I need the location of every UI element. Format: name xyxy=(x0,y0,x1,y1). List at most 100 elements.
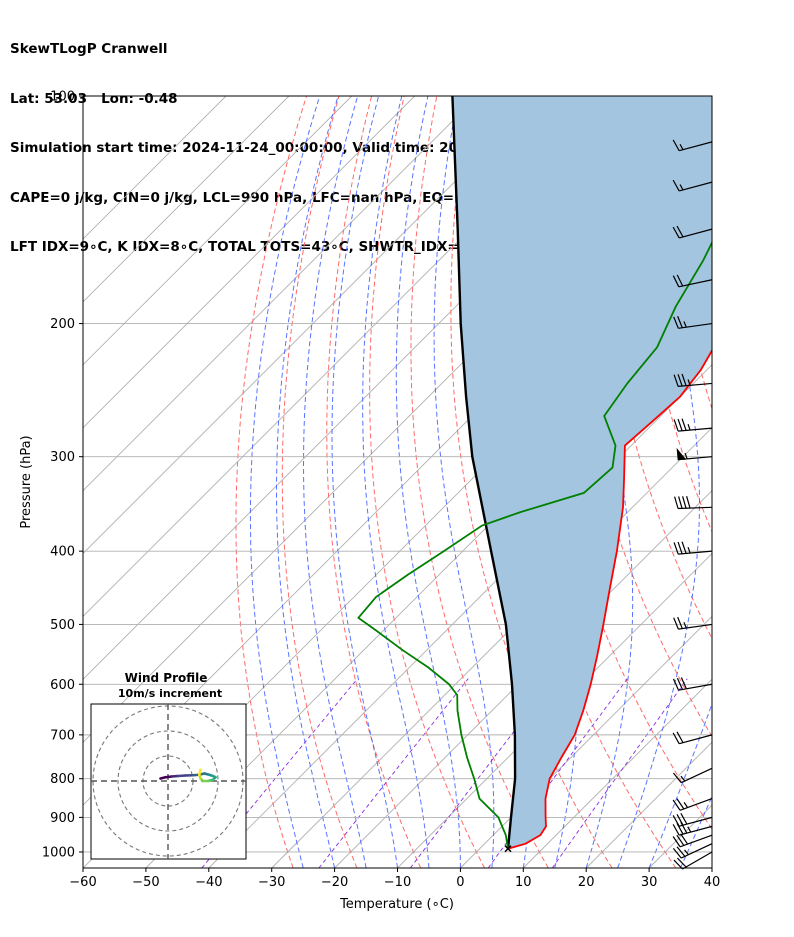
wind-barb xyxy=(672,833,713,848)
x-tick-label: −10 xyxy=(384,875,411,890)
mixing-ratio-line xyxy=(410,678,555,868)
barb-half-flag xyxy=(687,379,691,386)
isotherm xyxy=(460,615,712,868)
barb-flag xyxy=(673,374,679,387)
y-tick-label: 400 xyxy=(50,545,75,560)
barb-flag xyxy=(681,373,687,386)
barb-flag xyxy=(680,833,689,845)
barb-flag xyxy=(673,542,679,555)
barb-half-flag xyxy=(687,424,691,431)
isotherm xyxy=(83,96,478,492)
barb-flag xyxy=(681,418,687,431)
x-tick-label: −50 xyxy=(132,875,159,890)
barb-half-flag xyxy=(683,321,687,328)
hodograph-plot xyxy=(91,704,246,859)
barb-staff xyxy=(679,181,713,192)
barb-flag xyxy=(674,496,679,509)
moist-adiabat xyxy=(433,96,495,868)
barb-flag xyxy=(673,617,679,630)
wind-barb xyxy=(672,225,713,239)
wind-barb xyxy=(673,316,713,329)
barb-staff xyxy=(678,427,713,432)
barb-staff xyxy=(678,322,713,329)
barb-flag xyxy=(676,814,684,826)
isotherm xyxy=(522,678,712,868)
wind-barb xyxy=(673,616,713,630)
barb-flag xyxy=(676,846,686,857)
wind-barb xyxy=(672,179,713,192)
barb-flag xyxy=(672,815,680,827)
barb-flag xyxy=(672,179,680,192)
barb-staff xyxy=(679,798,713,811)
barb-staff xyxy=(679,816,713,827)
wind-barb xyxy=(674,496,713,510)
moist-adiabat xyxy=(249,96,321,868)
hodograph-inset: Wind Profile 10m/s increment xyxy=(90,671,247,860)
x-tick-label: −30 xyxy=(258,875,285,890)
barb-flag xyxy=(676,834,685,846)
barb-flag xyxy=(672,772,682,784)
y-tick-label: 900 xyxy=(50,811,75,826)
y-tick-label: 500 xyxy=(50,618,75,633)
barb-flag xyxy=(676,731,684,743)
x-tick-label: 20 xyxy=(578,875,595,890)
barb-staff xyxy=(678,279,713,288)
barb-flag xyxy=(686,496,691,509)
barb-flag xyxy=(676,274,684,287)
barb-flag xyxy=(672,139,680,151)
barb-flag xyxy=(672,226,680,239)
y-tick-label: 200 xyxy=(50,317,75,332)
moist-adiabat xyxy=(711,866,712,868)
title-index-line: LFT IDX=9∘C, K IDX=8∘C, TOTAL TOTS=43∘C,… xyxy=(10,239,487,255)
barb-flag xyxy=(676,857,687,868)
barb-half-flag xyxy=(679,184,684,191)
hodograph-subtitle: 10m/s increment xyxy=(118,687,222,700)
barb-flag xyxy=(677,316,683,328)
isotherm xyxy=(83,96,541,555)
barb-half-flag xyxy=(679,143,684,150)
hodograph-title: Wind Profile xyxy=(125,671,208,685)
mixing-ratio-line xyxy=(318,678,469,868)
lcl-marker xyxy=(504,845,512,853)
isotherm xyxy=(83,96,290,303)
dry-adiabat xyxy=(326,96,422,868)
barb-flag xyxy=(672,836,681,848)
dry-adiabat xyxy=(369,96,485,868)
barb-staff xyxy=(678,550,713,555)
barb-flag xyxy=(672,824,680,836)
sounding-profiles xyxy=(357,96,712,853)
barb-flag xyxy=(672,848,682,859)
moist-adiabat xyxy=(617,96,701,868)
barb-staff xyxy=(678,382,713,387)
barb-half-flag xyxy=(680,775,686,782)
barb-flag xyxy=(673,859,683,870)
dry-adiabat xyxy=(235,96,307,868)
barb-flag xyxy=(678,496,683,509)
barb-staff xyxy=(679,228,713,239)
barb-half-flag xyxy=(684,849,689,856)
y-tick-label: 600 xyxy=(50,678,75,693)
y-tick-label: 700 xyxy=(50,728,75,743)
wind-barb xyxy=(673,373,713,387)
wind-barb xyxy=(673,851,713,870)
barb-flag xyxy=(676,225,684,238)
wind-barb xyxy=(672,139,713,152)
title-station: SkewTLogP Cranwell xyxy=(10,41,168,57)
barb-flag xyxy=(673,419,679,432)
dry-adiabat xyxy=(281,96,358,868)
barb-flag xyxy=(677,418,683,431)
wind-barb xyxy=(672,798,713,811)
moist-adiabat xyxy=(395,96,461,868)
y-tick-label: 1000 xyxy=(42,845,75,860)
barb-flag xyxy=(680,813,688,825)
y-tick-label: 800 xyxy=(50,772,75,787)
wind-barbs xyxy=(672,139,713,870)
wind-barb xyxy=(673,418,713,432)
barb-flag xyxy=(672,732,680,744)
barb-staff xyxy=(678,623,713,630)
x-axis-ticks: −60 −50 −40 −30 −20 −10 0 10 20 30 40 xyxy=(69,868,720,890)
dry-adiabat xyxy=(730,96,794,868)
y-tick-label: 300 xyxy=(50,450,75,465)
hodograph-ring xyxy=(117,730,219,832)
moist-adiabat xyxy=(648,702,712,868)
